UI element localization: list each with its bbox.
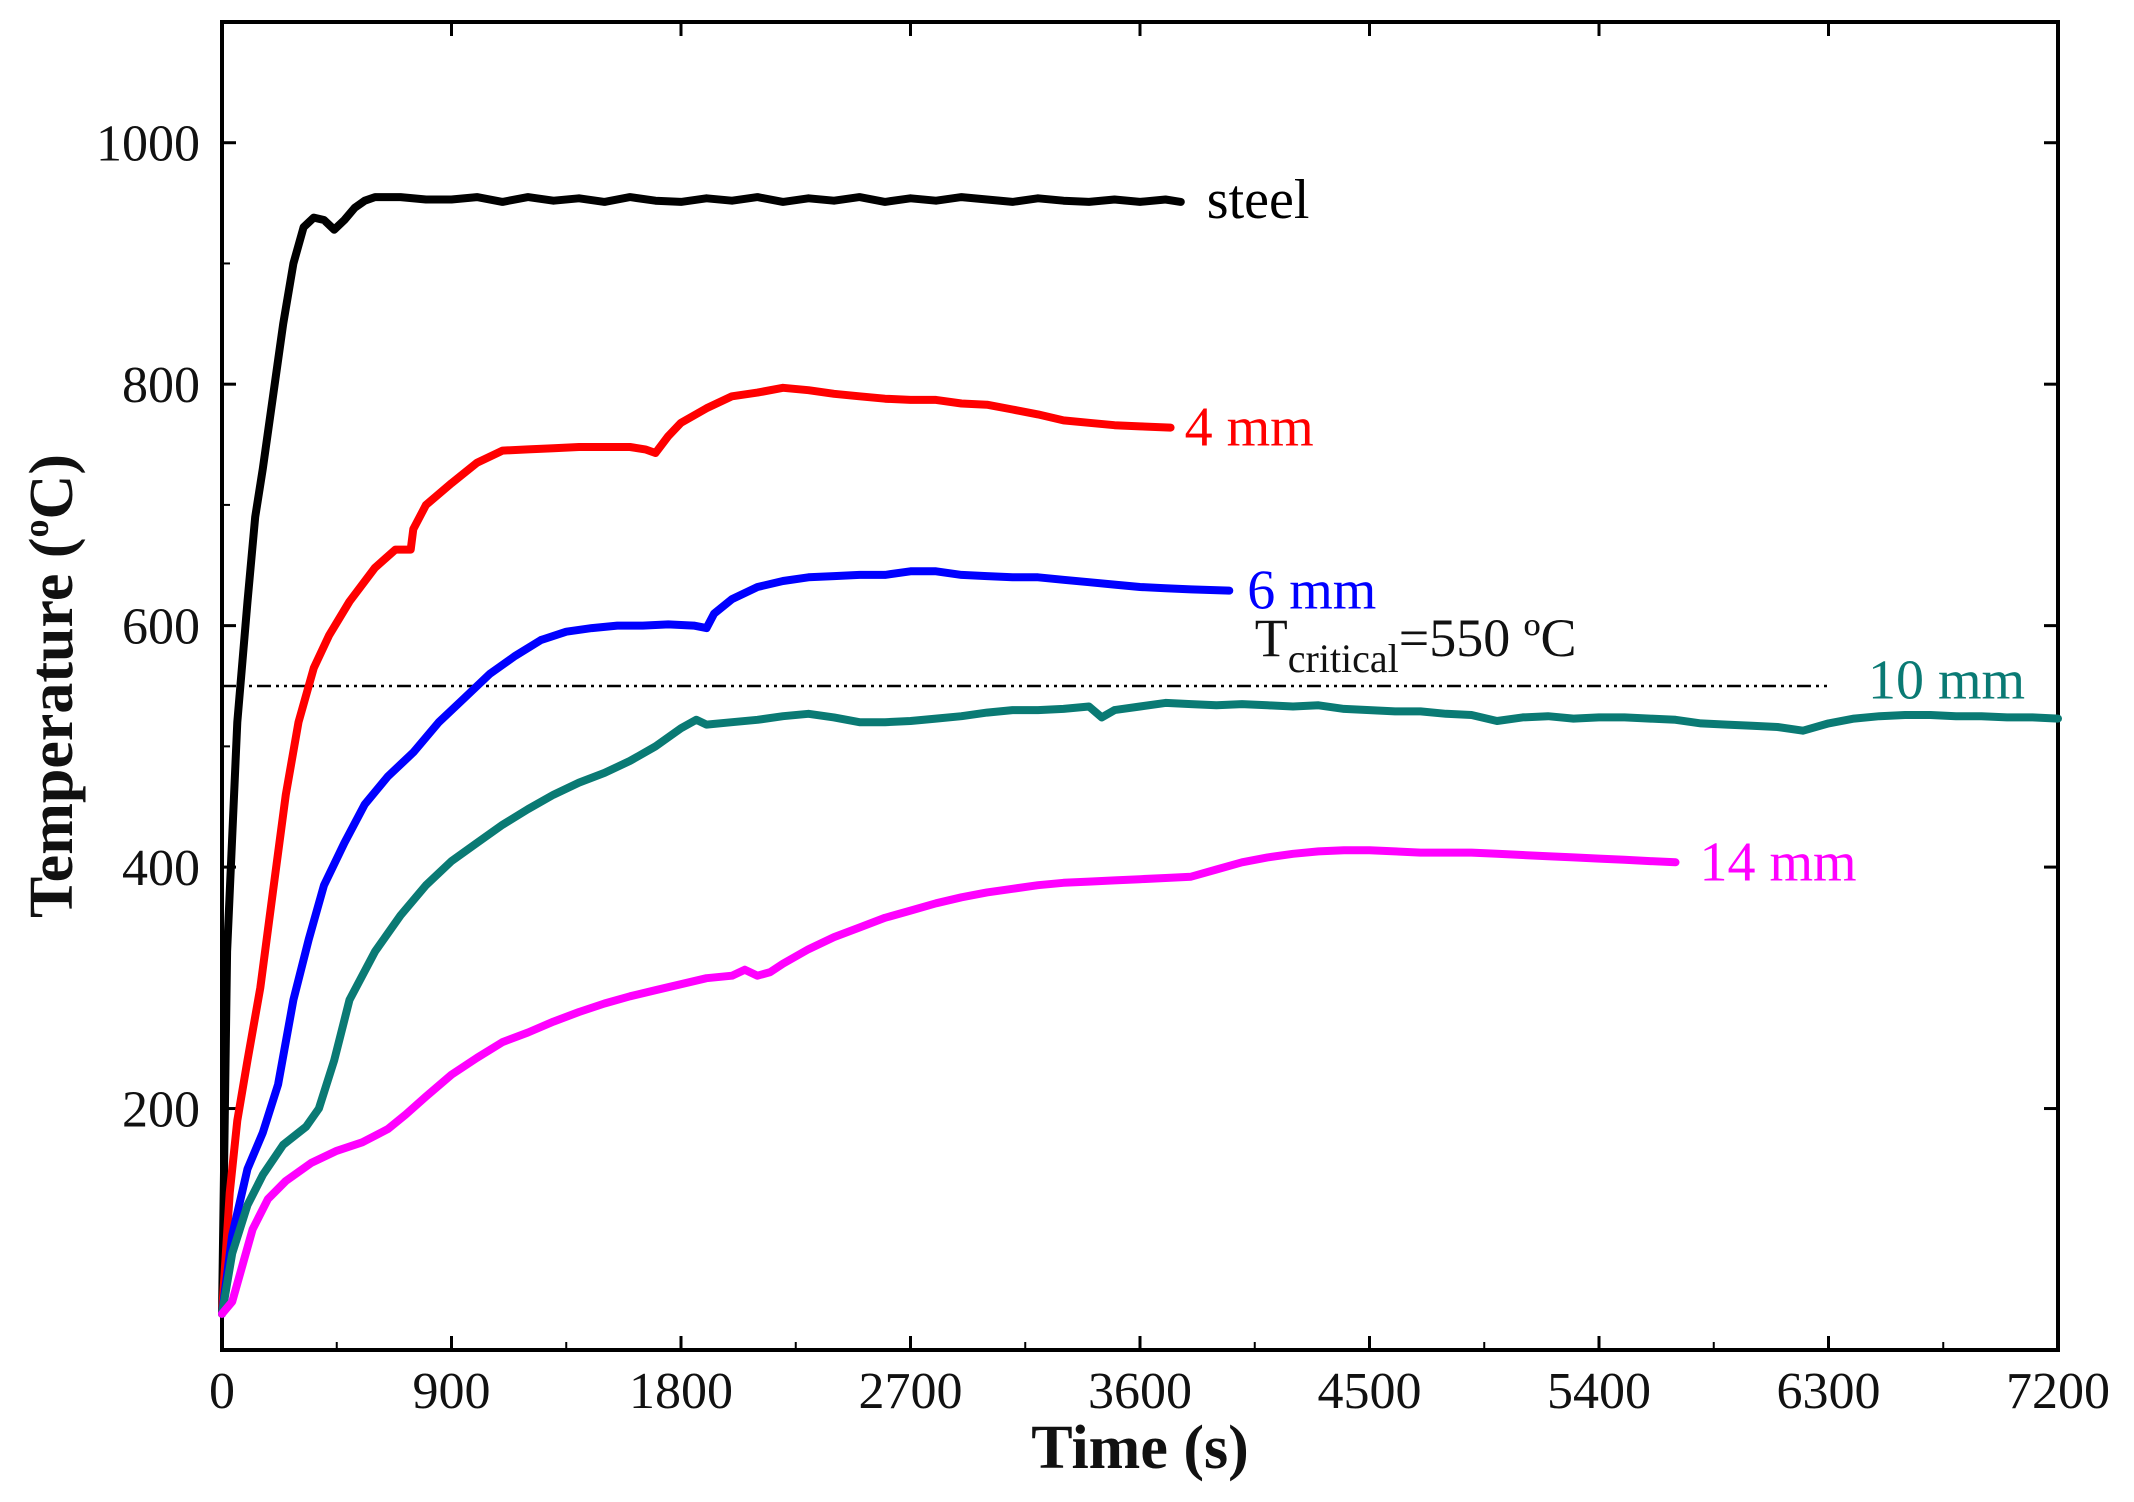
series-line-6-mm [218, 567, 1234, 1318]
critical-temperature-label: Tcritical=550 ºC [1255, 608, 1577, 681]
series-line-14-mm [218, 846, 1680, 1318]
series-line-steel [218, 193, 1185, 1318]
x-tick-label: 2700 [859, 1363, 963, 1420]
y-axis-title-degree: o [16, 519, 56, 537]
x-tick-label: 900 [413, 1363, 491, 1420]
x-tick-label: 0 [209, 1363, 235, 1420]
y-axis-title-unit: C) [18, 454, 86, 519]
x-axis-title: Time (s) [1031, 1414, 1249, 1482]
series-label-4-mm: 4 mm [1185, 397, 1314, 459]
series-label-6-mm: 6 mm [1247, 560, 1376, 622]
y-tick-label: 200 [122, 1082, 200, 1139]
x-tick-label: 3600 [1088, 1363, 1192, 1420]
series-line-4-mm [218, 383, 1175, 1318]
critical-label-main: T [1255, 608, 1288, 668]
critical-label-sub: critical [1288, 636, 1399, 681]
series-label-10-mm: 10 mm [1868, 650, 2025, 712]
x-tick-label: 1800 [629, 1363, 733, 1420]
labels-layer: 0 900 1800 2700 3600 4500 5400 6300 7200 200 400 60… [16, 116, 2110, 1482]
series-label-14-mm: 14 mm [1700, 831, 1857, 893]
y-tick-label: 600 [122, 599, 200, 656]
series-line-10-mm [218, 698, 2062, 1318]
series-layer [218, 193, 2062, 1318]
x-tick-label: 6300 [1777, 1363, 1881, 1420]
y-tick-label: 800 [122, 357, 200, 414]
y-tick-label: 1000 [96, 116, 200, 173]
y-axis-title: Temperature (oC) [16, 454, 86, 918]
x-tick-label: 4500 [1318, 1363, 1422, 1420]
y-axis-title-main: Temperature ( [18, 537, 86, 918]
series-label-steel: steel [1207, 169, 1310, 231]
critical-label-value: =550 ºC [1399, 608, 1577, 668]
x-tick-label: 5400 [1547, 1363, 1651, 1420]
y-tick-label: 400 [122, 840, 200, 897]
x-tick-label: 7200 [2006, 1363, 2110, 1420]
